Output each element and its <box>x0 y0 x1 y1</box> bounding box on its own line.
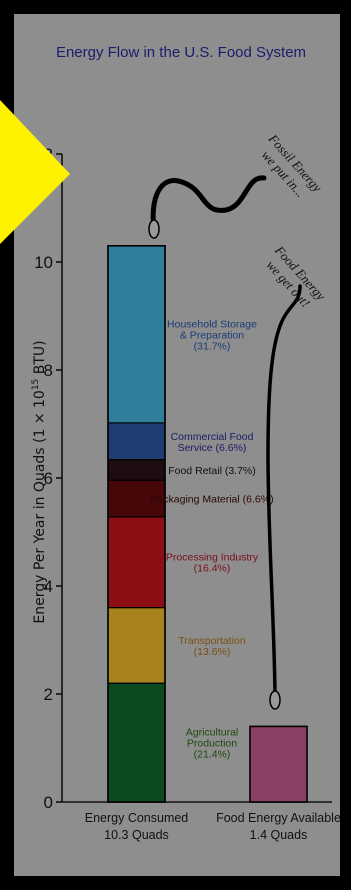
chart-panel: Energy Flow in the U.S. Food System 0 2 4 6… <box>14 14 340 876</box>
chart-title: Energy Flow in the U.S. Food System <box>56 44 306 61</box>
x-category-sublabel: 10.3 Quads <box>104 828 169 842</box>
segment-label: Transportation (13.6%) <box>178 635 245 658</box>
bar-segment <box>107 516 166 609</box>
segment-label: Packaging Material (6.6%) <box>150 494 273 506</box>
x-category-sublabel: 1.4 Quads <box>250 828 308 842</box>
food-snake-body <box>266 284 302 696</box>
x-category-label: Food Energy Available <box>216 811 340 825</box>
y-tick-label: 8 <box>44 361 53 380</box>
fossil-snake-body <box>150 175 267 232</box>
y-tick-label: 2 <box>44 685 53 704</box>
stacked-bar-outline <box>107 245 166 803</box>
segment-label: Commercial Food Service (6.6%) <box>171 431 254 454</box>
food-snake-head <box>269 690 281 710</box>
fossil-snake-head <box>148 219 160 239</box>
x-category-label: Energy Consumed <box>85 811 189 825</box>
y-tick-label: 4 <box>44 577 53 596</box>
y-tick-label: 12 <box>34 145 53 164</box>
fossil-energy-annotation: Fossil Energywe put in... <box>253 130 325 205</box>
bar-segment <box>107 459 166 481</box>
energy-flow-chart: Energy Flow in the U.S. Food System 0 2 4 6… <box>31 44 340 842</box>
food-energy-bar <box>249 725 308 803</box>
bar-segment <box>107 422 166 461</box>
y-tick-label: 0 <box>44 793 53 812</box>
y-axis-label: Energy Per Year in Quads (1 × 1015 BTU) <box>31 340 48 623</box>
y-tick-label: 10 <box>34 253 53 272</box>
segment-label: Household Storage & Preparation (31.7%) <box>167 318 257 352</box>
segment-label: Agricultural Production (21.4%) <box>186 727 239 761</box>
segment-label: Processing Industry (16.4%) <box>166 552 259 575</box>
bar-segment <box>107 606 166 684</box>
segment-label: Food Retail (3.7%) <box>168 465 256 477</box>
y-tick-label: 6 <box>44 469 53 488</box>
bar-segment <box>107 682 166 803</box>
bar-segment <box>107 245 166 424</box>
